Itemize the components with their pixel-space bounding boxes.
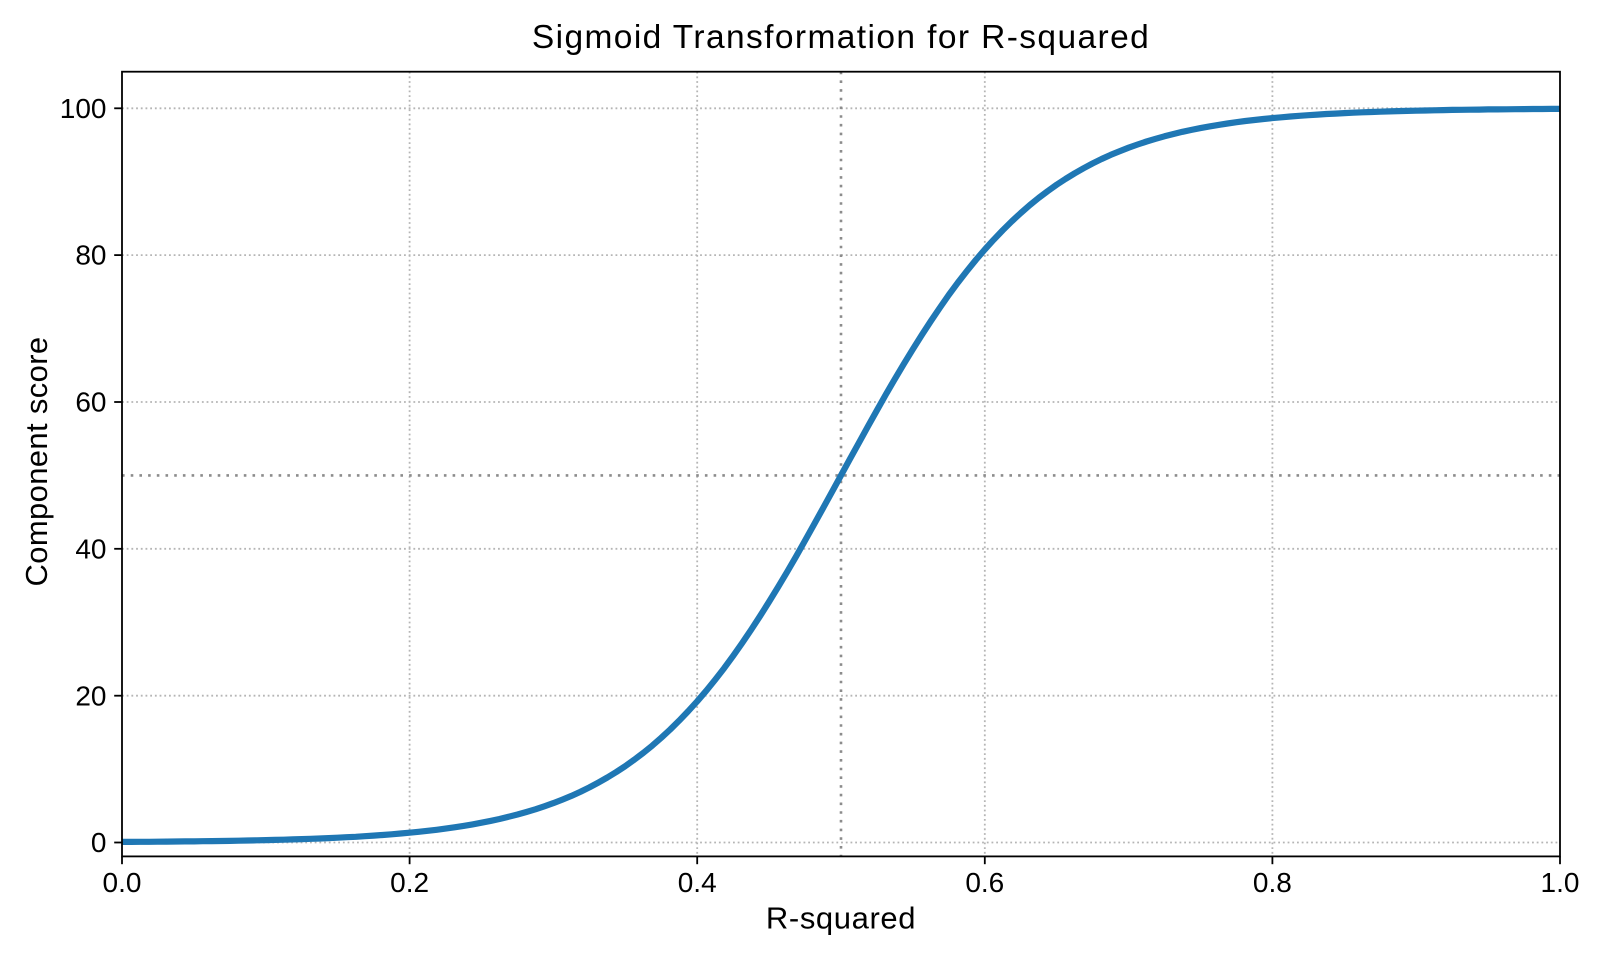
svg-text:Component score: Component score [19,337,54,587]
svg-text:20: 20 [75,680,106,711]
svg-text:1.0: 1.0 [1541,867,1580,898]
svg-text:0.4: 0.4 [678,867,717,898]
svg-text:80: 80 [75,240,106,271]
svg-text:0.2: 0.2 [390,867,429,898]
svg-text:Sigmoid Transformation for R-s: Sigmoid Transformation for R-squared [532,19,1150,56]
svg-text:40: 40 [75,533,106,564]
svg-text:R-squared: R-squared [766,901,916,936]
svg-text:0.0: 0.0 [103,867,142,898]
svg-text:60: 60 [75,387,106,418]
svg-text:100: 100 [60,93,107,124]
svg-text:0.6: 0.6 [965,867,1004,898]
svg-text:0.8: 0.8 [1253,867,1292,898]
svg-text:0: 0 [91,827,107,858]
